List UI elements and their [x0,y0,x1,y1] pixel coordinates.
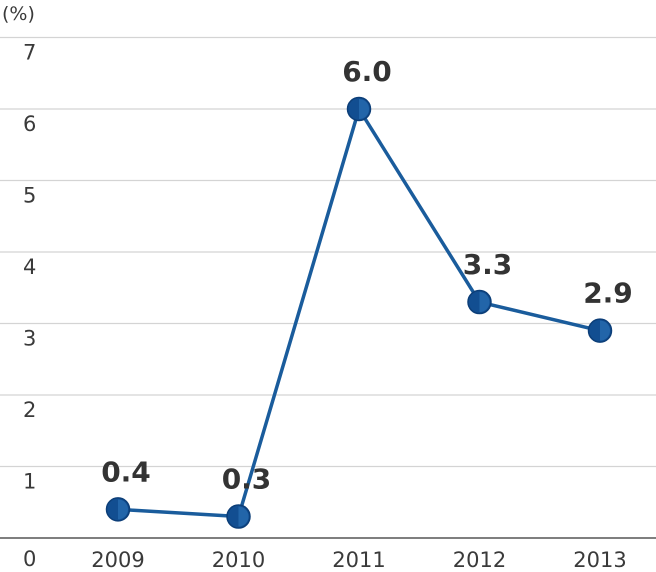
data-point-highlight-2010 [238,506,249,527]
series-growth [116,107,602,519]
y-tick-3: 3 [23,327,36,351]
x-tick-2013: 2013 [573,548,626,572]
x-tick-2011: 2011 [332,548,385,572]
data-label-2012: 3.3 [463,248,513,281]
x-tick-labels: 2009 2010 2011 2012 2013 [91,548,626,572]
data-label-2011: 6.0 [342,55,392,88]
data-label-2010: 0.3 [222,463,272,496]
y-tick-labels: 0 1 2 3 4 5 6 7 [23,41,36,572]
y-tick-6: 6 [23,112,36,136]
data-point-highlight-2011 [359,99,369,119]
data-label-2013: 2.9 [583,277,633,310]
y-tick-4: 4 [23,255,36,279]
y-tick-0: 0 [23,547,36,571]
data-points [105,96,613,529]
y-tick-7: 7 [23,41,36,65]
y-tick-2: 2 [23,398,36,422]
y-tick-5: 5 [23,184,36,208]
series-line [116,107,602,519]
data-point-highlight-2013 [600,320,610,341]
x-tick-2009: 2009 [91,548,144,572]
data-point-highlight-2009 [118,499,129,520]
gridlines [0,36,656,539]
y-unit-label: (%) [2,3,35,25]
data-point-highlight-2012 [479,292,490,313]
data-labels: 0.4 0.3 6.0 3.3 2.9 [101,55,633,496]
data-label-2009: 0.4 [101,455,151,488]
x-tick-2012: 2012 [453,548,506,572]
y-tick-1: 1 [23,470,36,494]
x-tick-2010: 2010 [212,548,265,572]
